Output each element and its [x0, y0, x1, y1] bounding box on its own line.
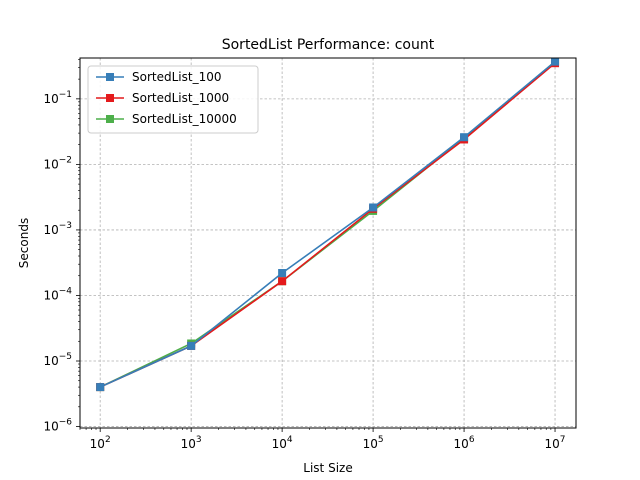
y-tick-label: 10−4	[43, 286, 72, 302]
y-tick-label: 10−1	[43, 90, 72, 106]
x-axis-title: List Size	[303, 461, 352, 475]
plot-frame	[79, 57, 577, 429]
y-tick-label: 10−5	[43, 352, 72, 368]
legend: SortedList_100 SortedList_1000 SortedList_…	[87, 65, 259, 134]
data-point	[278, 277, 287, 286]
legend-marker	[106, 94, 114, 102]
data-point	[96, 383, 105, 392]
legend-label: SortedList_10000	[132, 112, 237, 126]
y-tick-label: 10−2	[43, 155, 72, 171]
x-tick-label: 105	[363, 435, 384, 451]
data-point	[369, 203, 378, 212]
x-tick-label: 103	[181, 435, 202, 451]
data-point	[278, 269, 287, 278]
y-tick-label: 10−6	[43, 418, 72, 434]
legend-label: SortedList_100	[132, 70, 221, 84]
y-axis-ticks: 10−6 10−5 10−4 10−3 10−2 10−1	[43, 59, 80, 434]
chart-title: SortedList Performance: count	[222, 37, 435, 53]
x-tick-label: 104	[272, 435, 293, 451]
x-axis-ticks: 102 103 104 105 106 107	[79, 428, 566, 451]
series-layer	[96, 57, 560, 392]
series-line	[99, 60, 556, 388]
y-axis-title: Seconds	[17, 218, 31, 268]
legend-label: SortedList_1000	[132, 91, 229, 105]
x-tick-label: 102	[90, 435, 111, 451]
legend-marker	[106, 73, 114, 81]
data-point	[187, 341, 196, 350]
x-tick-label: 107	[545, 435, 566, 451]
legend-item: SortedList_100	[96, 70, 221, 84]
legend-item: SortedList_10000	[96, 112, 237, 126]
data-point	[460, 133, 469, 142]
data-point	[551, 57, 560, 66]
series-sortedlist-100	[96, 57, 560, 392]
legend-box	[87, 65, 259, 134]
y-tick-label: 10−3	[43, 221, 72, 237]
legend-marker	[106, 115, 114, 123]
x-tick-label: 106	[454, 435, 475, 451]
legend-item: SortedList_1000	[96, 91, 229, 105]
grid	[80, 58, 576, 428]
